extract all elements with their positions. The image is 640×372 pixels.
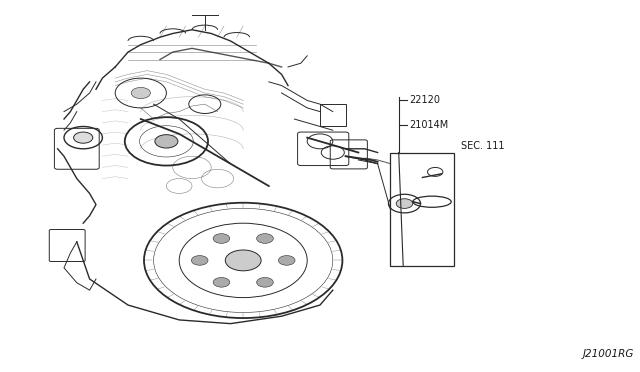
Circle shape (74, 132, 93, 143)
Circle shape (278, 256, 295, 265)
Circle shape (225, 250, 261, 271)
Circle shape (131, 87, 150, 99)
Text: J21001RG: J21001RG (582, 349, 634, 359)
Text: 22120: 22120 (410, 96, 440, 105)
Circle shape (396, 199, 413, 208)
Circle shape (257, 278, 273, 287)
Circle shape (191, 256, 208, 265)
Bar (390, 153, 454, 266)
Bar (320, 104, 346, 126)
Circle shape (257, 234, 273, 243)
Circle shape (213, 234, 230, 243)
Text: SEC. 111: SEC. 111 (461, 141, 504, 151)
Circle shape (213, 278, 230, 287)
Text: 21014M: 21014M (410, 120, 449, 129)
Circle shape (155, 135, 178, 148)
